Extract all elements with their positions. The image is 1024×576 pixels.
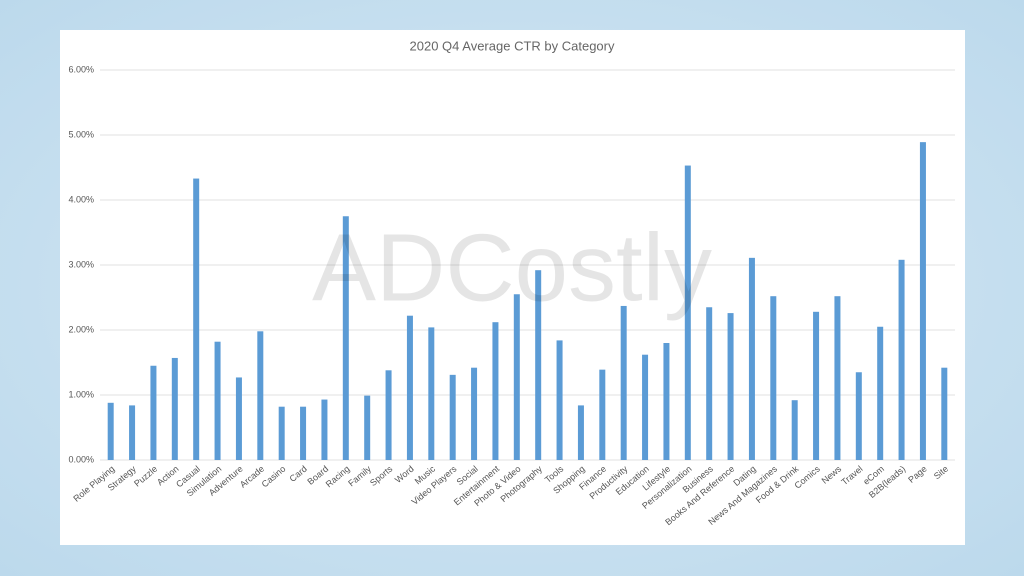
bar xyxy=(171,357,178,460)
bar xyxy=(129,405,136,460)
bar xyxy=(663,343,670,460)
bar xyxy=(342,216,349,460)
bar xyxy=(278,406,285,460)
bar xyxy=(513,294,520,460)
bar xyxy=(599,369,606,460)
bar xyxy=(813,311,820,460)
bar xyxy=(214,341,221,460)
bar xyxy=(941,367,948,460)
bar xyxy=(385,370,392,460)
bar xyxy=(919,142,926,460)
bar xyxy=(235,377,242,460)
y-tick-label: 2.00% xyxy=(68,324,94,334)
bar xyxy=(642,354,649,460)
y-tick-label: 3.00% xyxy=(68,259,94,269)
bar xyxy=(535,270,542,460)
bar xyxy=(834,296,841,460)
y-tick-label: 6.00% xyxy=(68,64,94,74)
y-tick-label: 1.00% xyxy=(68,389,94,399)
bar xyxy=(471,367,478,460)
chart-title: 2020 Q4 Average CTR by Category xyxy=(410,38,615,53)
bar xyxy=(406,315,413,460)
bar xyxy=(150,365,157,460)
bar xyxy=(257,331,264,460)
bar xyxy=(877,326,884,460)
bar xyxy=(748,257,755,460)
bar xyxy=(577,405,584,460)
bar xyxy=(706,307,713,460)
bar xyxy=(449,374,456,460)
bar xyxy=(364,395,371,460)
bar xyxy=(321,399,328,460)
bar xyxy=(428,327,435,460)
y-tick-label: 0.00% xyxy=(68,454,94,464)
bar xyxy=(898,259,905,460)
bar xyxy=(727,313,734,460)
bar xyxy=(193,178,200,461)
bar xyxy=(492,322,499,460)
y-tick-label: 5.00% xyxy=(68,129,94,139)
y-tick-label: 4.00% xyxy=(68,194,94,204)
watermark: ADCostly xyxy=(312,214,712,321)
bar xyxy=(107,402,114,460)
bar xyxy=(620,305,627,460)
bar xyxy=(684,165,691,461)
bar xyxy=(791,400,798,460)
bar xyxy=(556,340,563,460)
bar xyxy=(300,406,307,460)
bar xyxy=(770,296,777,460)
bar xyxy=(855,372,862,460)
